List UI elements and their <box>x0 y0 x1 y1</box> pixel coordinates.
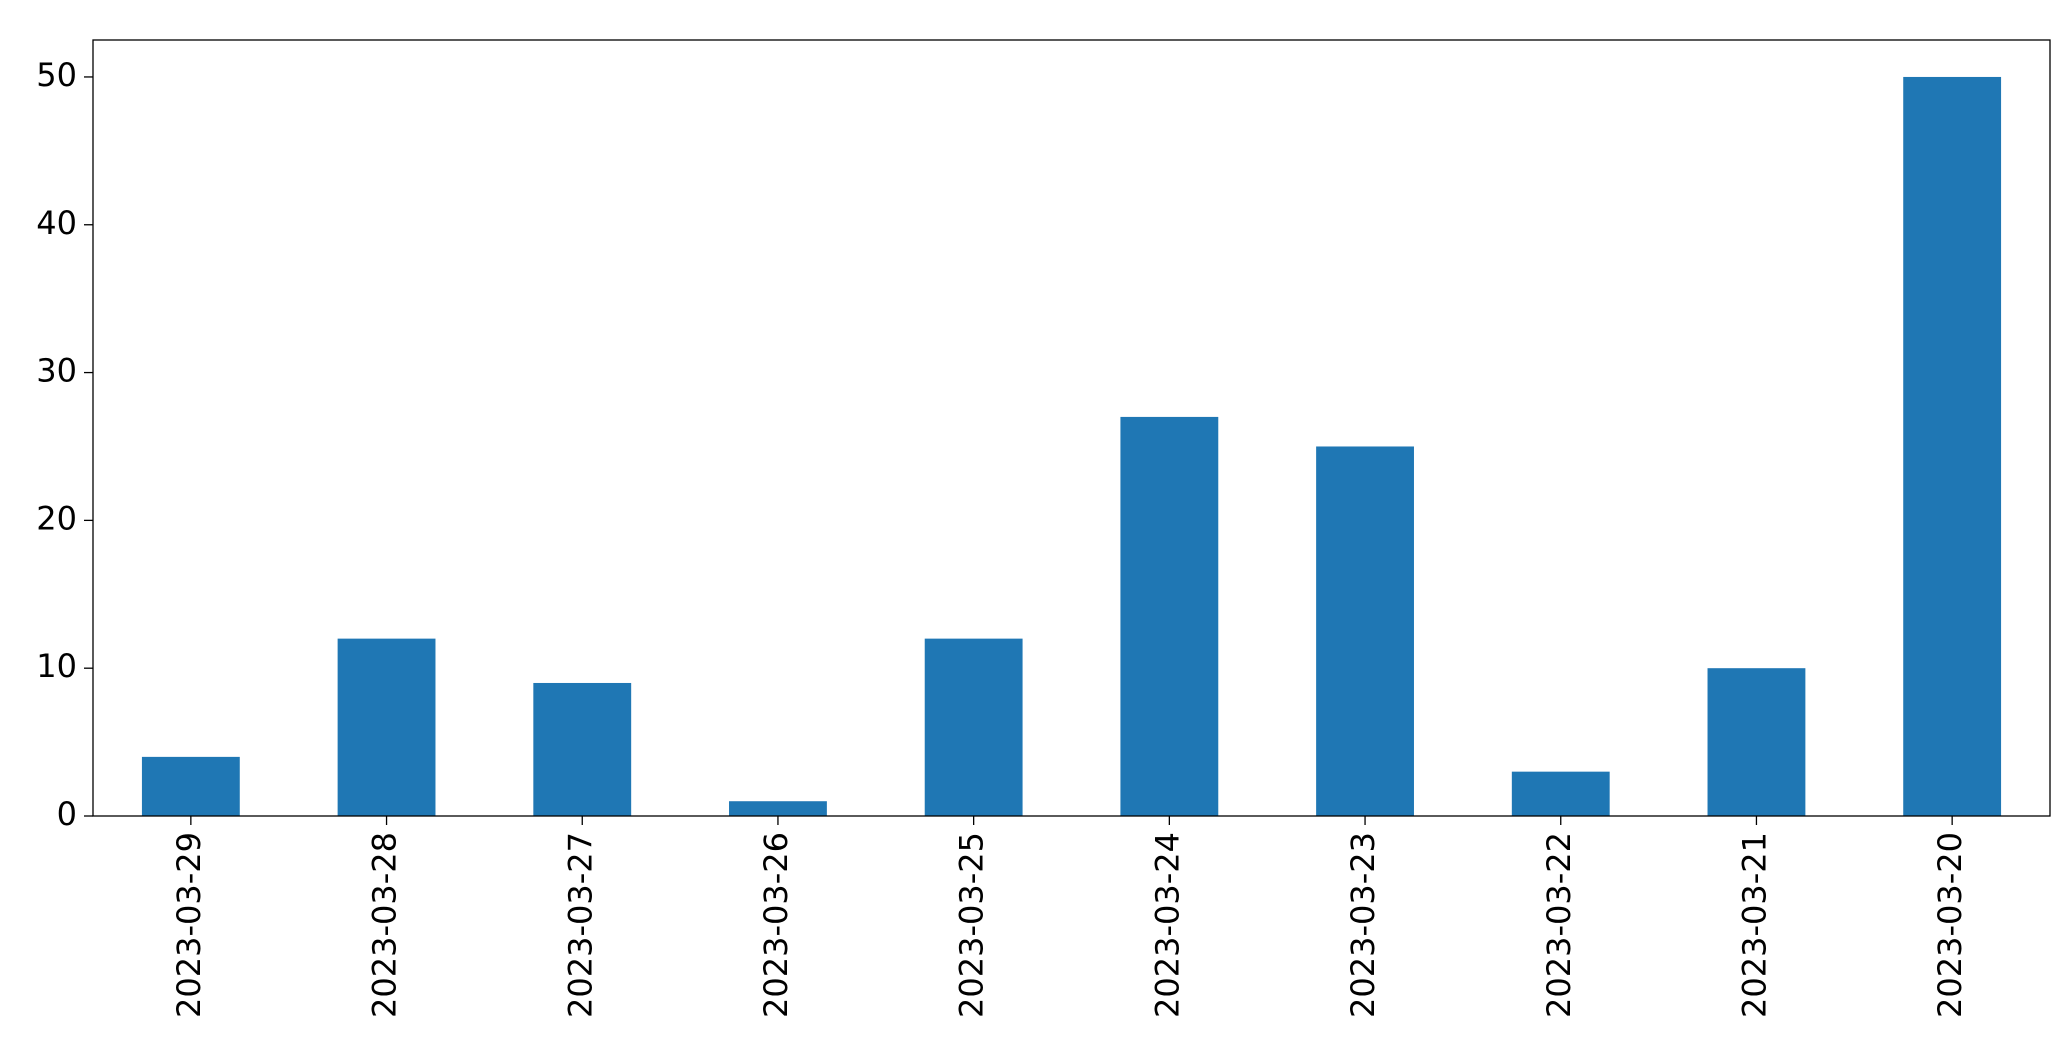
bar <box>1316 446 1414 816</box>
x-tick-label: 2023-03-26 <box>757 832 795 1018</box>
x-tick-label: 2023-03-20 <box>1931 832 1969 1018</box>
y-tick-label: 40 <box>36 204 77 242</box>
x-tick-label: 2023-03-24 <box>1148 832 1186 1018</box>
plot-frame <box>92 39 2051 817</box>
y-tick-label: 30 <box>36 352 77 390</box>
bar <box>1120 416 1219 816</box>
y-tick-label: 0 <box>57 795 77 833</box>
x-tick-label: 2023-03-27 <box>561 832 599 1018</box>
bar <box>141 756 240 816</box>
bar <box>729 801 827 816</box>
x-tick-label: 2023-03-22 <box>1540 832 1578 1018</box>
bar <box>1903 76 2002 816</box>
x-tick-label: 2023-03-21 <box>1735 832 1773 1018</box>
x-tick-label: 2023-03-23 <box>1344 832 1382 1018</box>
y-tick-label: 20 <box>36 499 77 537</box>
bar <box>924 638 1023 816</box>
bar <box>1511 771 1610 816</box>
y-tick-label: 10 <box>36 647 77 685</box>
x-tick-label: 2023-03-28 <box>366 832 404 1018</box>
bar <box>337 638 436 816</box>
bar <box>533 682 632 816</box>
x-tick-label: 2023-03-29 <box>170 832 208 1018</box>
bar <box>1707 668 1806 816</box>
y-tick-label: 50 <box>36 56 77 94</box>
x-tick-label: 2023-03-25 <box>953 832 991 1018</box>
